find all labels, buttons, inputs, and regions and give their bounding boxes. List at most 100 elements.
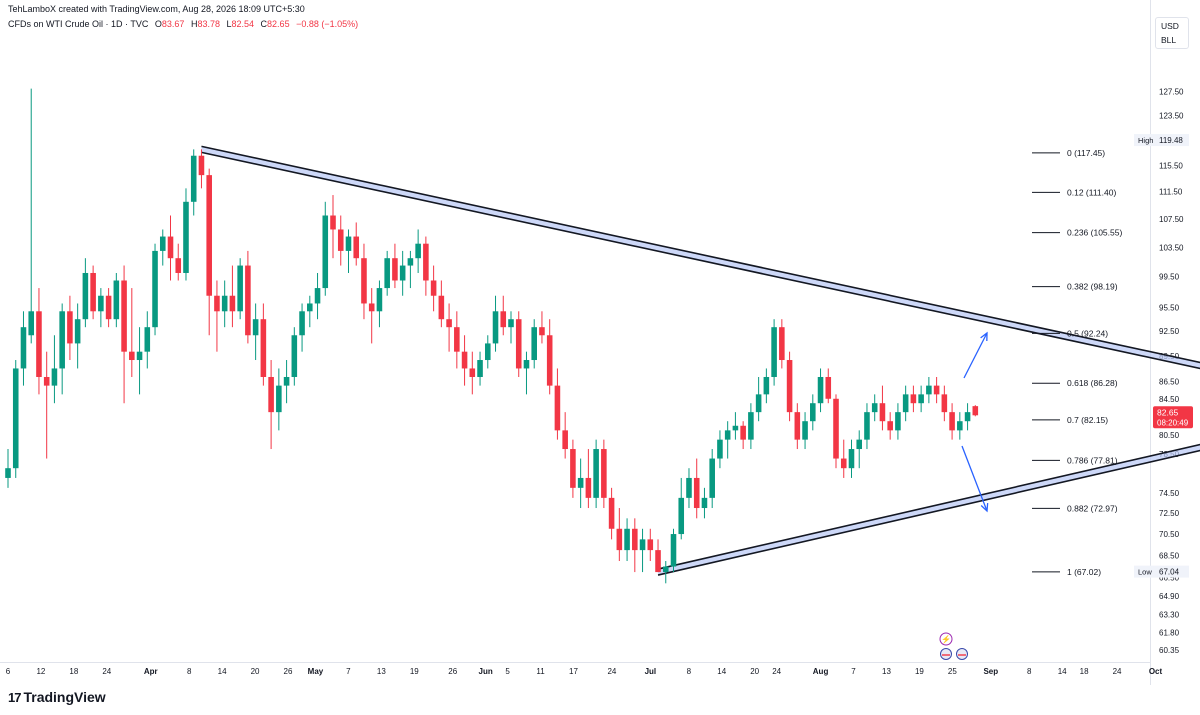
triangle-upper-line-fill (201, 146, 1200, 369)
x-tick-label: 26 (284, 667, 293, 676)
x-tick-label: 14 (218, 667, 227, 676)
x-tick-label: 7 (851, 667, 856, 676)
x-tick-label: 24 (772, 667, 781, 676)
candle-body (74, 319, 81, 344)
candle-body (508, 319, 514, 328)
fib-level-label: 0.236 (105.55) (1067, 228, 1122, 238)
y-tick-label: 115.50 (1159, 161, 1183, 170)
candle-body (601, 449, 607, 498)
candle-body (314, 288, 321, 304)
candle-body (415, 243, 421, 259)
candle-body (724, 430, 731, 440)
candle-body (51, 368, 58, 386)
candle-body (802, 421, 808, 440)
event-lightning-glyph: ⚡ (941, 634, 951, 644)
candle-body (330, 215, 336, 230)
us-flag-event-icon (956, 648, 968, 660)
candle-body (779, 327, 785, 361)
y-tick-label: 80.50 (1159, 431, 1180, 440)
y-tick-label: 64.90 (1159, 592, 1180, 601)
candle-body (59, 311, 65, 369)
candle-body (585, 477, 592, 498)
us-flag-event-icon (940, 648, 952, 660)
x-tick-label: 5 (505, 667, 510, 676)
candle-body (918, 394, 924, 404)
candle-body (864, 412, 870, 440)
candle-body (283, 376, 290, 386)
candle-body (136, 351, 143, 361)
y-tick-label: 70.50 (1159, 530, 1180, 539)
triangle-lower-line-edge (657, 449, 1200, 576)
candle-body (252, 319, 259, 336)
x-tick-label: 24 (1113, 667, 1122, 676)
candle-body (430, 280, 437, 296)
y-tick-label: 61.80 (1159, 628, 1180, 637)
chart-header: TehLamboX created with TradingView.com, … (0, 0, 1200, 32)
candle-body (701, 497, 708, 509)
fib-level-label: 0 (117.45) (1067, 148, 1105, 158)
x-tick-label: 24 (607, 667, 616, 676)
candle-body (98, 295, 104, 312)
fib-level-label: 0.12 (111.40) (1067, 187, 1116, 197)
candle-body (933, 385, 940, 395)
brand-name: TradingView (23, 689, 106, 705)
candle-body (291, 335, 298, 377)
candle-body (639, 539, 646, 551)
candle-body (167, 236, 174, 259)
candle-body (438, 295, 445, 320)
candle-body (237, 265, 243, 312)
x-tick-label: Jul (645, 667, 657, 676)
x-tick-label: 7 (346, 667, 351, 676)
symbol-name[interactable]: CFDs on WTI Crude Oil · 1D · TVC (8, 19, 149, 29)
candle-body (12, 368, 19, 469)
candle-body (662, 566, 669, 573)
candle-body (90, 272, 96, 312)
currency-unit: BLL (1161, 35, 1177, 45)
y-tick-label: 72.50 (1159, 509, 1180, 518)
open-value: 83.67 (161, 19, 185, 29)
candle-body (879, 403, 886, 422)
candle-body (121, 280, 127, 352)
tradingview-logo[interactable]: 17 TradingView (8, 689, 106, 705)
candle-body (887, 421, 893, 431)
candle-body (105, 295, 112, 320)
candle-body (732, 425, 739, 431)
x-tick-label: 19 (915, 667, 924, 676)
x-tick-label: 20 (750, 667, 759, 676)
ohlc-legend: CFDs on WTI Crude Oil · 1D · TVC O83.67 … (8, 19, 358, 29)
candle-body (515, 319, 522, 369)
currency-box[interactable]: USD BLL (1155, 17, 1189, 49)
candle-body (299, 311, 305, 336)
candle-body (910, 394, 917, 404)
x-tick-label: 25 (948, 667, 957, 676)
candle-body (5, 468, 11, 478)
y-tick-label: 84.50 (1159, 395, 1180, 404)
candle-body (477, 360, 483, 377)
candle-body (546, 335, 553, 386)
candle-body (531, 327, 537, 361)
candle-body (624, 528, 630, 551)
x-tick-label: Sep (983, 667, 998, 676)
fib-level-label: 0.382 (98.19) (1067, 282, 1118, 292)
candle-body (926, 385, 932, 395)
candle-body (322, 215, 329, 289)
candle-body (570, 449, 576, 488)
candle-body (276, 385, 282, 413)
candle-body (810, 403, 816, 422)
x-tick-label: 11 (536, 667, 545, 676)
x-tick-label: 8 (187, 667, 192, 676)
candle-body (229, 295, 236, 312)
x-tick-label: 8 (687, 667, 692, 676)
x-tick-label: 18 (69, 667, 78, 676)
candle-body (461, 351, 468, 369)
x-tick-label: 13 (377, 667, 386, 676)
x-tick-label: 26 (448, 667, 457, 676)
candle-body (307, 303, 313, 312)
axis-marker-price: 67.04 (1159, 568, 1180, 577)
candle-body (957, 421, 963, 431)
low-value: 82.54 (231, 19, 255, 29)
candle-body (755, 394, 762, 413)
candle-body (871, 403, 878, 413)
candle-body (616, 528, 623, 551)
